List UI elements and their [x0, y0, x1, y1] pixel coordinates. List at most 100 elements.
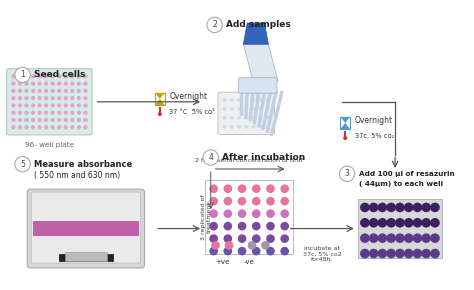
Circle shape [44, 103, 48, 108]
Circle shape [44, 89, 48, 93]
Circle shape [266, 125, 270, 129]
Circle shape [37, 110, 42, 115]
Circle shape [51, 103, 55, 108]
Circle shape [24, 103, 28, 108]
Circle shape [83, 118, 88, 122]
Circle shape [64, 89, 68, 93]
Circle shape [51, 96, 55, 100]
Circle shape [77, 81, 81, 86]
Circle shape [24, 81, 28, 86]
Circle shape [230, 116, 234, 120]
Circle shape [31, 81, 35, 86]
Circle shape [11, 96, 16, 100]
Circle shape [31, 89, 35, 93]
Circle shape [404, 218, 413, 228]
Circle shape [37, 103, 42, 108]
Circle shape [386, 203, 396, 212]
Circle shape [266, 209, 275, 218]
Circle shape [261, 241, 270, 250]
Circle shape [224, 247, 232, 255]
Polygon shape [243, 44, 278, 81]
Text: 37c, 5% co₂: 37c, 5% co₂ [355, 133, 394, 139]
Circle shape [57, 81, 61, 86]
Circle shape [252, 197, 261, 206]
Circle shape [158, 112, 162, 116]
Text: incubate at
37c, 5% co2
for48h.: incubate at 37c, 5% co2 for48h. [303, 246, 341, 262]
Circle shape [31, 74, 35, 79]
Circle shape [83, 110, 88, 115]
Circle shape [343, 136, 347, 140]
Text: 2: 2 [212, 21, 217, 30]
Text: Add 100 µl of resazurin: Add 100 µl of resazurin [359, 171, 455, 177]
Text: Measure absorbance: Measure absorbance [34, 160, 132, 169]
Circle shape [237, 98, 241, 102]
Circle shape [57, 125, 61, 129]
Circle shape [413, 203, 422, 212]
Circle shape [280, 197, 289, 206]
Circle shape [70, 125, 74, 129]
Circle shape [369, 203, 378, 212]
Circle shape [11, 81, 16, 86]
Circle shape [280, 222, 289, 231]
Circle shape [369, 233, 378, 243]
Circle shape [430, 218, 440, 228]
Text: Seed cells: Seed cells [34, 70, 85, 79]
Circle shape [44, 81, 48, 86]
Circle shape [77, 110, 81, 115]
Circle shape [83, 81, 88, 86]
Circle shape [237, 125, 241, 129]
Circle shape [245, 107, 248, 111]
Circle shape [413, 218, 422, 228]
Text: 2 fold -serial concentration of druf: 2 fold -serial concentration of druf [195, 158, 303, 163]
Circle shape [44, 125, 48, 129]
Circle shape [18, 110, 22, 115]
Circle shape [223, 125, 227, 129]
Circle shape [64, 118, 68, 122]
Circle shape [70, 81, 74, 86]
Circle shape [64, 81, 68, 86]
Circle shape [70, 96, 74, 100]
Circle shape [18, 74, 22, 79]
Circle shape [421, 249, 431, 258]
Circle shape [37, 81, 42, 86]
Circle shape [386, 233, 396, 243]
Circle shape [252, 234, 261, 243]
Text: +ve: +ve [215, 259, 229, 265]
Text: 37 °C  5% co²: 37 °C 5% co² [169, 109, 215, 115]
Circle shape [18, 96, 22, 100]
Circle shape [77, 96, 81, 100]
Circle shape [259, 107, 263, 111]
Circle shape [83, 89, 88, 93]
Circle shape [51, 110, 55, 115]
Circle shape [24, 110, 28, 115]
Circle shape [430, 233, 440, 243]
Circle shape [31, 125, 35, 129]
Circle shape [404, 203, 413, 212]
Circle shape [57, 74, 61, 79]
Circle shape [15, 67, 30, 83]
Circle shape [360, 218, 370, 228]
Circle shape [430, 203, 440, 212]
Circle shape [266, 197, 275, 206]
Circle shape [70, 74, 74, 79]
Circle shape [238, 184, 246, 193]
Circle shape [51, 74, 55, 79]
Text: 5: 5 [20, 160, 25, 169]
Circle shape [44, 96, 48, 100]
Circle shape [18, 81, 22, 86]
Circle shape [252, 222, 261, 231]
Circle shape [248, 241, 256, 250]
Circle shape [413, 233, 422, 243]
Circle shape [24, 118, 28, 122]
Circle shape [44, 110, 48, 115]
Circle shape [24, 89, 28, 93]
Polygon shape [340, 123, 350, 129]
Circle shape [11, 74, 16, 79]
Circle shape [64, 125, 68, 129]
FancyBboxPatch shape [65, 252, 107, 261]
Circle shape [252, 125, 255, 129]
Circle shape [37, 118, 42, 122]
Circle shape [266, 222, 275, 231]
Circle shape [31, 96, 35, 100]
Circle shape [83, 125, 88, 129]
